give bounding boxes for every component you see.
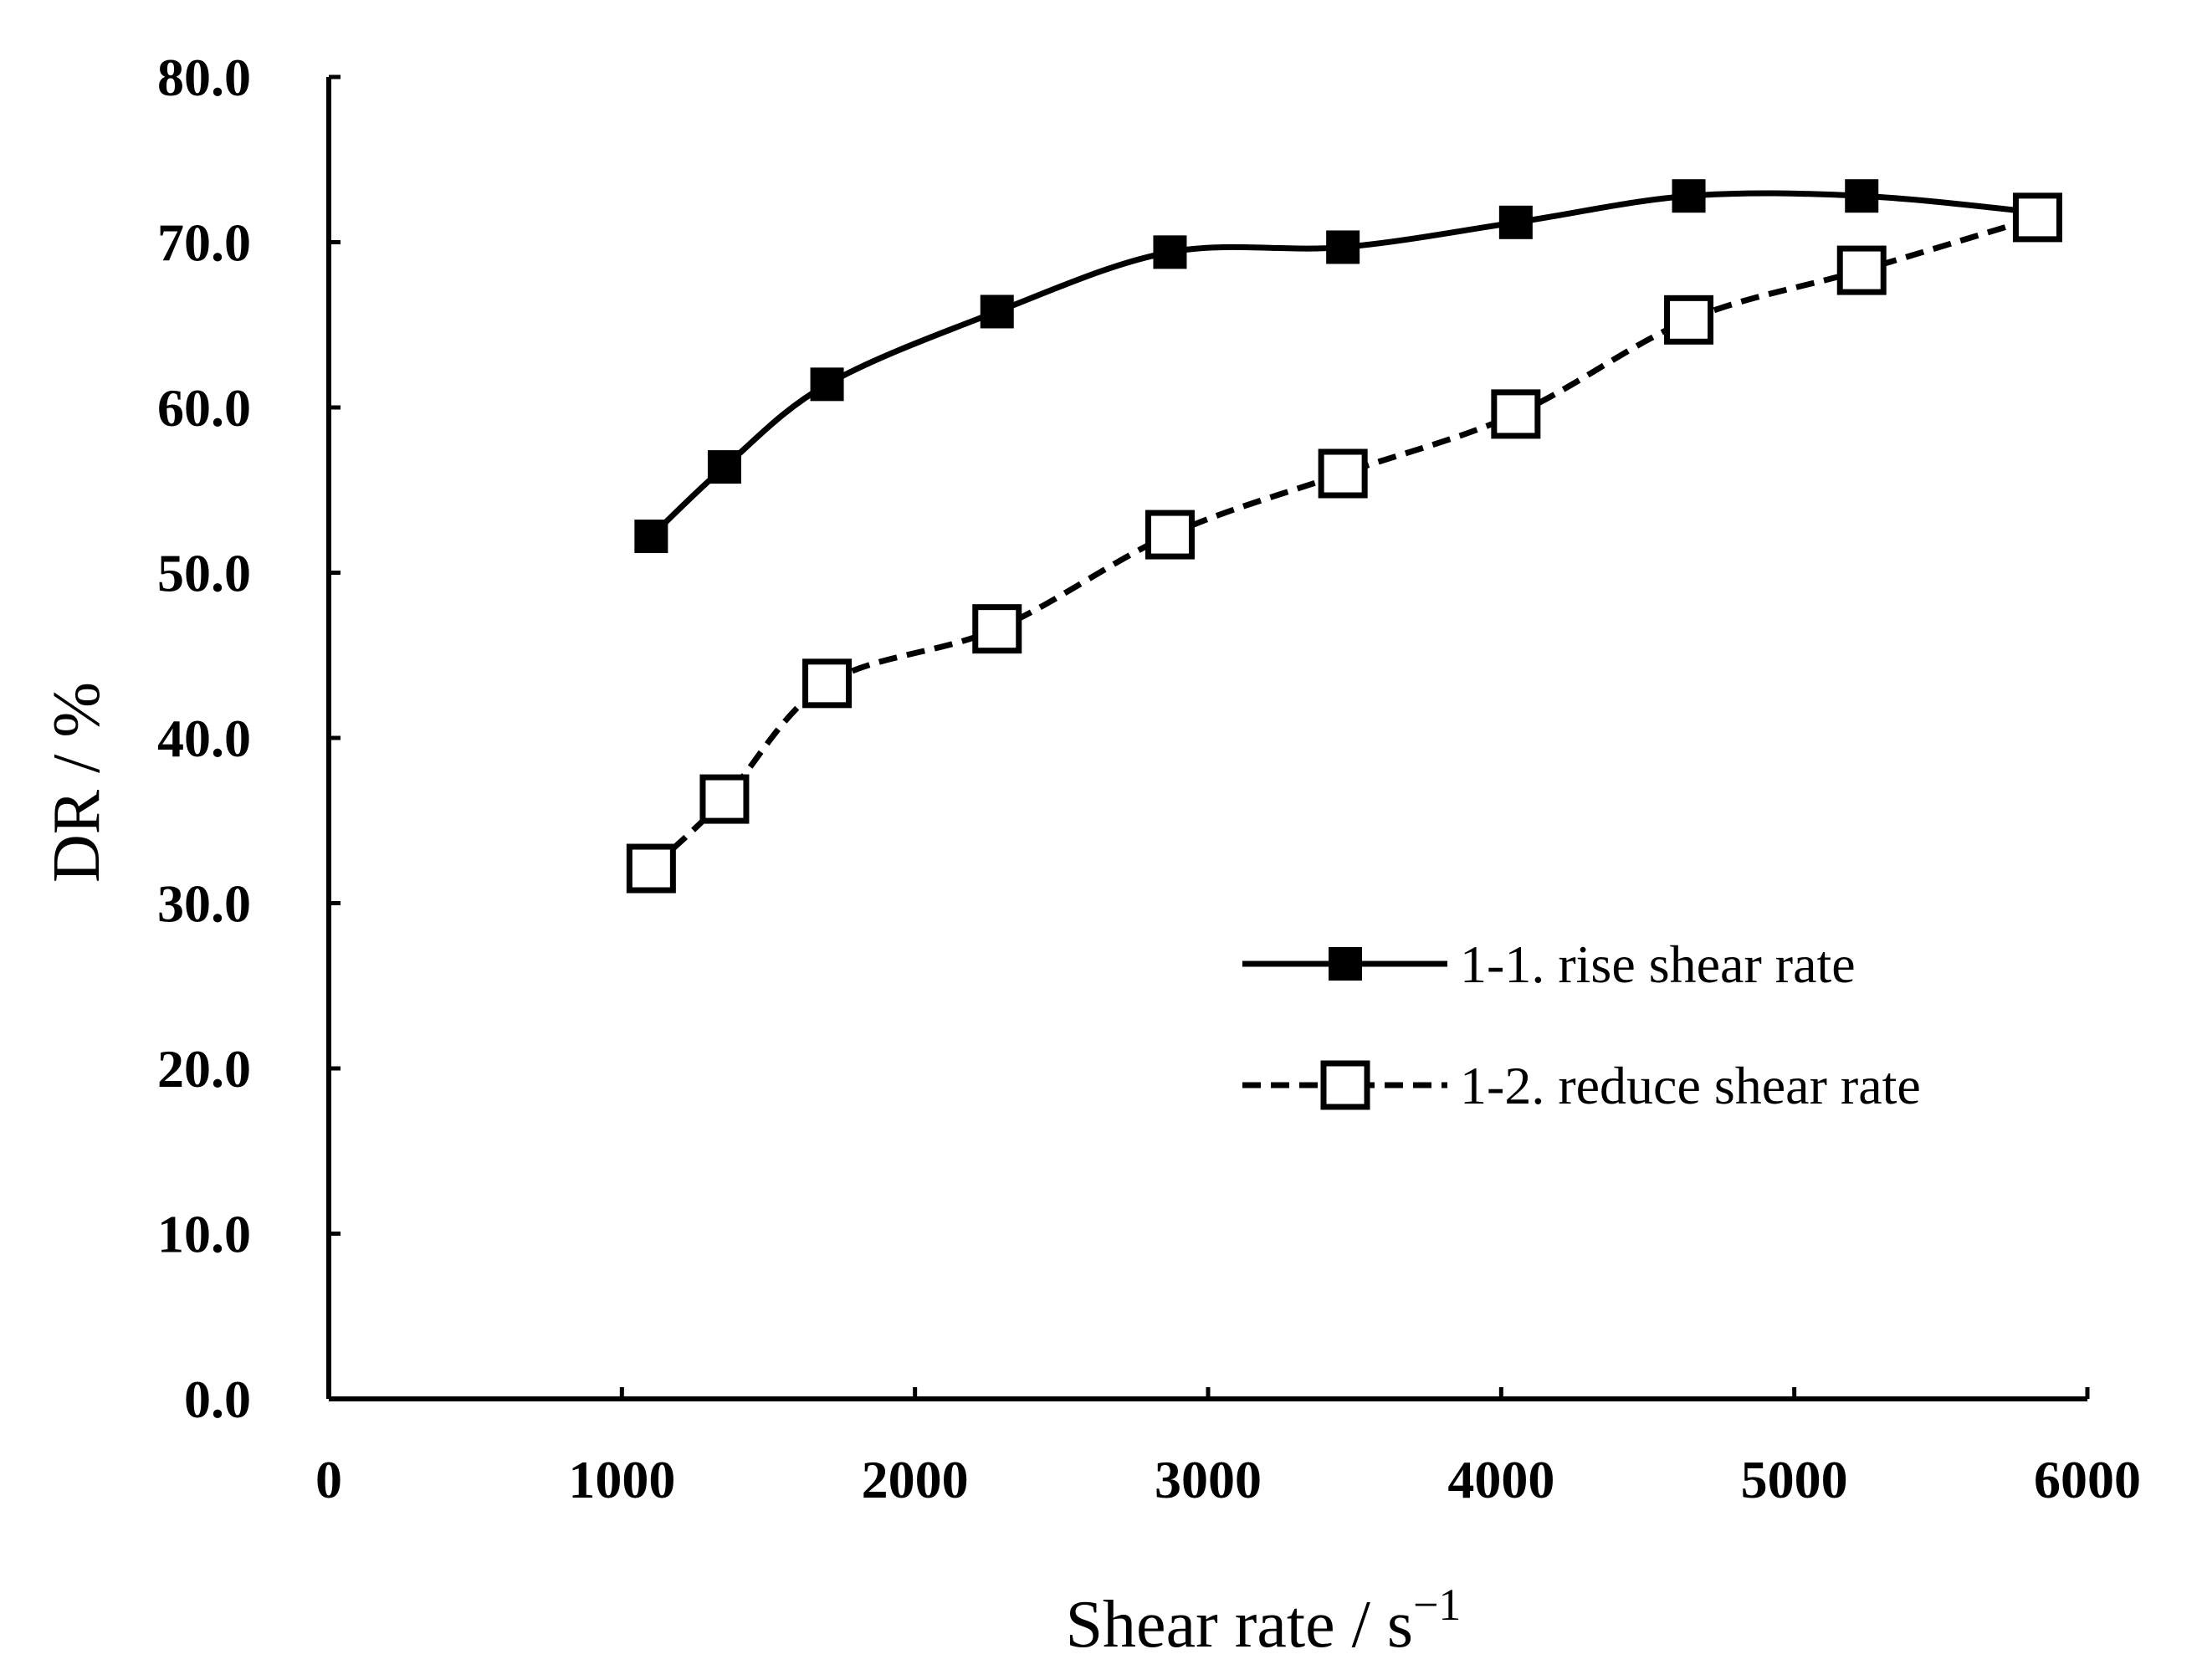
y-tick-label: 60.0 <box>157 378 251 438</box>
data-point <box>707 450 741 484</box>
y-tick-label: 0.0 <box>184 1370 251 1429</box>
x-tick-label: 4000 <box>1447 1450 1554 1509</box>
y-tick-label: 10.0 <box>157 1205 251 1264</box>
data-point <box>1664 295 1714 345</box>
axes <box>326 77 2087 1401</box>
x-tick-label: 1000 <box>568 1450 675 1509</box>
x-axis-title: Shear rate / s−1 <box>1066 1580 1462 1662</box>
data-point <box>1845 179 1879 213</box>
series-line <box>648 214 2039 871</box>
data-point <box>972 604 1022 654</box>
data-point <box>1672 179 1706 213</box>
y-tick-label: 80.0 <box>157 48 251 107</box>
data-point <box>699 774 750 824</box>
data-point <box>1145 510 1195 560</box>
legend-label-reduce: 1-2. reduce shear rate <box>1460 1056 1921 1115</box>
x-tick-label: 5000 <box>1741 1450 1848 1509</box>
x-tick-label: 0 <box>315 1450 342 1509</box>
data-point <box>1836 245 1887 295</box>
legend-marker-rise <box>1329 947 1362 981</box>
y-tick-label: 30.0 <box>157 874 251 934</box>
x-tick-label: 6000 <box>2034 1450 2141 1509</box>
data-point <box>634 520 668 554</box>
y-axis-title: DR / % <box>40 682 114 883</box>
data-point <box>1491 389 1541 439</box>
data-point <box>1326 230 1360 264</box>
legend: 1-1. rise shear rate 1-2. reduce shear r… <box>1242 935 1921 1115</box>
data-point <box>1498 205 1533 239</box>
x-tick-label: 3000 <box>1155 1450 1262 1509</box>
legend-item-reduce: 1-2. reduce shear rate <box>1242 1056 1921 1115</box>
x-ticks: 0 1000 2000 3000 4000 5000 6000 <box>315 1387 2141 1509</box>
data-point <box>626 843 676 894</box>
data-point <box>1318 448 1368 499</box>
data-point <box>980 295 1014 329</box>
y-tick-label: 40.0 <box>157 709 251 768</box>
data-point <box>802 658 853 709</box>
x-axis-title-exponent: −1 <box>1413 1580 1461 1630</box>
x-tick-label: 2000 <box>862 1450 969 1509</box>
legend-marker-reduce <box>1320 1060 1370 1110</box>
x-axis-title-text: Shear rate / s <box>1066 1588 1413 1662</box>
y-tick-label: 50.0 <box>157 544 251 603</box>
series-reduce <box>626 192 2062 894</box>
y-tick-label: 70.0 <box>157 213 251 273</box>
legend-label-rise: 1-1. rise shear rate <box>1460 935 1856 994</box>
y-tick-label: 20.0 <box>157 1039 251 1099</box>
y-ticks: 0.0 10.0 20.0 30.0 40.0 50.0 60.0 70.0 80.0 <box>157 48 341 1429</box>
data-point <box>2012 192 2062 243</box>
data-point <box>810 367 844 402</box>
legend-item-rise: 1-1. rise shear rate <box>1242 935 1856 994</box>
data-point <box>1153 235 1187 269</box>
series-line <box>648 190 2038 539</box>
series-layer <box>626 179 2062 894</box>
